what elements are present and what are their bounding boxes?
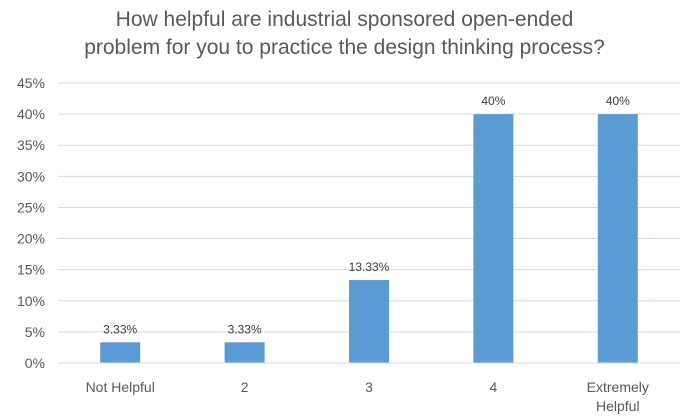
y-tick-label-0: 0%	[25, 355, 45, 371]
bar-1	[100, 342, 141, 363]
bar-5	[597, 114, 638, 363]
y-tick-label-5: 5%	[25, 324, 45, 340]
bar-2	[224, 342, 265, 363]
data-label-5: 40%	[606, 94, 630, 108]
bar-4	[473, 114, 514, 363]
category-label-2-line-1: 2	[241, 379, 249, 395]
data-label-2: 3.33%	[228, 322, 262, 336]
y-tick-label-20: 20%	[17, 231, 45, 247]
y-tick-label-30: 30%	[17, 168, 45, 184]
data-label-4: 40%	[481, 94, 505, 108]
y-tick-label-35: 35%	[17, 137, 45, 153]
category-label-1: Not Helpful	[86, 379, 155, 395]
category-label-5-line-1: Extremely	[587, 379, 649, 395]
chart-title: How helpful are industrial sponsored ope…	[0, 6, 689, 62]
data-label-1: 3.33%	[103, 322, 137, 336]
chart-title-line-1: How helpful are industrial sponsored ope…	[115, 8, 574, 31]
category-label-2: 2	[241, 379, 249, 395]
y-tick-label-10: 10%	[17, 293, 45, 309]
category-label-1-line-1: Not Helpful	[86, 379, 155, 395]
y-tick-label-40: 40%	[17, 106, 45, 122]
category-label-5-line-2: Helpful	[596, 398, 640, 414]
bar-3	[349, 280, 389, 363]
category-label-3: 3	[365, 379, 373, 395]
y-tick-label-45: 45%	[17, 75, 45, 91]
category-label-4: 4	[490, 379, 498, 395]
y-tick-label-25: 25%	[17, 199, 45, 215]
y-tick-label-15: 15%	[17, 262, 45, 278]
category-label-3-line-1: 3	[365, 379, 373, 395]
data-label-3: 13.33%	[349, 260, 390, 274]
category-label-5: Extremely Helpful	[587, 379, 649, 414]
chart-title-line-2: problem for you to practice the design t…	[84, 36, 605, 59]
category-label-4-line-1: 4	[490, 379, 498, 395]
